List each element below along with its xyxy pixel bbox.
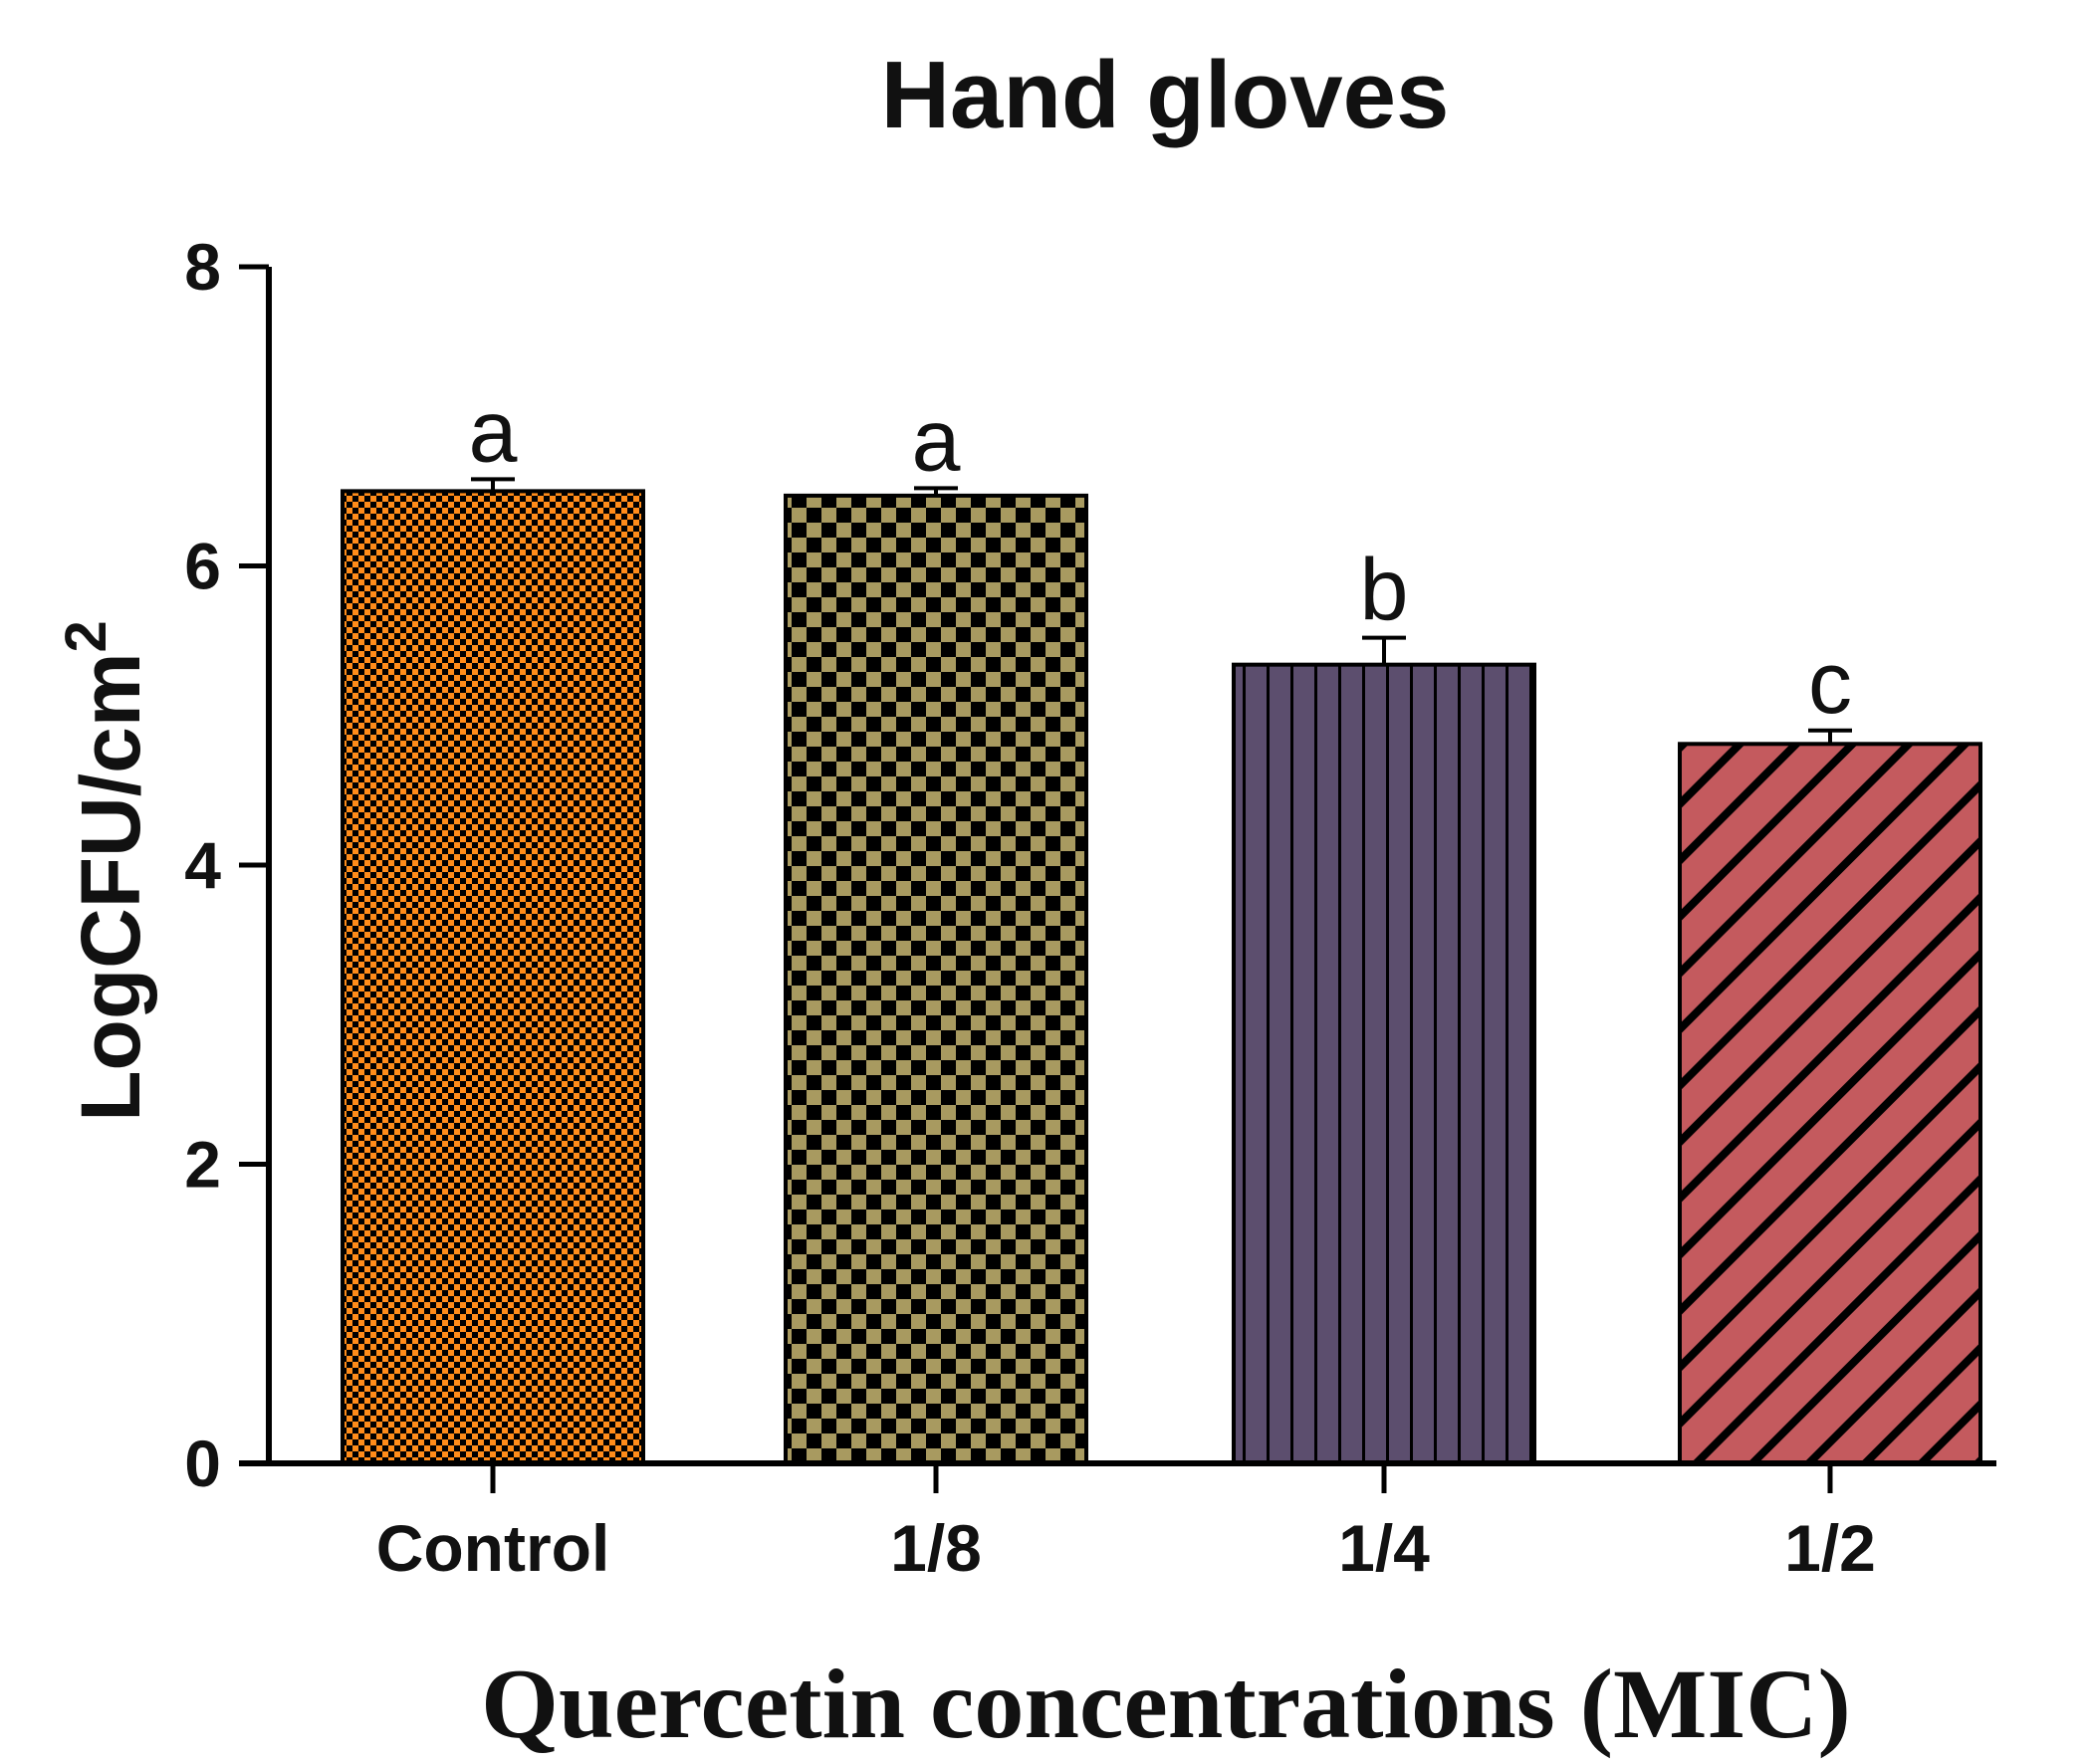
significance-labels-layer: a a b c: [469, 381, 1852, 731]
bar-2: [784, 493, 1088, 1465]
y-axis-label-superscript: 2: [54, 620, 118, 652]
y-axis-label: LogCFU/cm2: [54, 620, 157, 1122]
bars-layer: [341, 489, 1982, 1465]
y-axis-label-base: LogCFU/cm: [64, 652, 157, 1121]
chart-title: Hand gloves: [881, 42, 1450, 148]
y-tick-label-1: 0: [184, 1427, 221, 1500]
x-tick-label-1: Control: [376, 1511, 610, 1585]
y-tick-label-4: 6: [184, 530, 221, 603]
significance-label-4: c: [1808, 633, 1852, 732]
x-axis-label: Quercetin concentrations (MIC): [481, 1649, 1851, 1759]
x-axis: Control 1/8 1/4 1/2: [239, 1460, 1996, 1585]
significance-label-1: a: [469, 381, 518, 480]
x-tick-label-3: 1/4: [1338, 1511, 1430, 1585]
error-bar-3: [1362, 635, 1406, 665]
error-bars-layer: [471, 477, 1852, 745]
bar-3: [1232, 662, 1536, 1465]
significance-label-2: a: [912, 390, 961, 489]
y-tick-label-3: 4: [184, 828, 221, 902]
bar-1: [341, 489, 645, 1465]
x-tick-label-2: 1/8: [890, 1511, 982, 1585]
significance-label-3: b: [1360, 541, 1409, 639]
error-bar-2: [914, 486, 958, 496]
error-bar-4: [1808, 728, 1852, 745]
y-axis: 0 2 4 6 8: [184, 230, 272, 1500]
x-tick-label-4: 1/2: [1784, 1511, 1876, 1585]
y-tick-label-5: 8: [184, 230, 221, 304]
error-bar-1: [471, 477, 515, 492]
y-tick-label-2: 2: [184, 1128, 221, 1202]
bar-4: [1678, 742, 1982, 1465]
